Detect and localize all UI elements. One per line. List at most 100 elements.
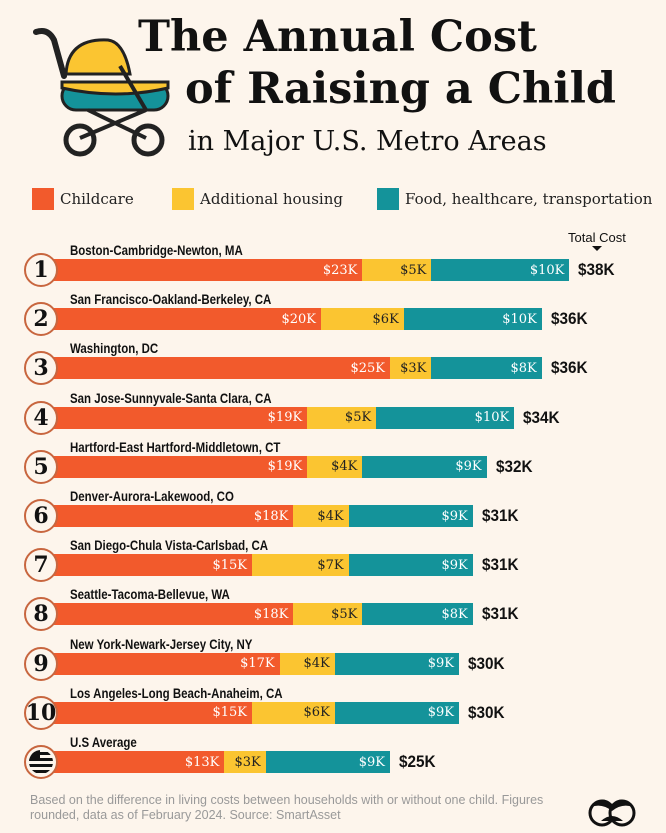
- row-label: U.S Average: [70, 735, 137, 750]
- bar-segment-childcare: $13K: [45, 751, 225, 773]
- segment-label: $9K: [441, 508, 468, 524]
- rank-badge: 1: [24, 253, 58, 287]
- bar-segment-childcare: $20K: [45, 308, 321, 331]
- row-label: Denver-Aurora-Lakewood, CO: [70, 489, 234, 504]
- us-flag-icon: [24, 745, 58, 779]
- segment-label: $15K: [212, 705, 247, 721]
- total-label: $31K: [481, 555, 519, 575]
- segment-label: $10K: [474, 410, 510, 426]
- total-label: $30K: [468, 653, 505, 673]
- total-label: $38K: [578, 260, 615, 279]
- row-label: Hartford-East Hartford-Middletown, CT: [70, 439, 281, 455]
- arrow-down-icon: [592, 246, 602, 251]
- legend-label: Additional housing: [200, 190, 343, 208]
- bar-segment-housing: $5K: [307, 406, 377, 429]
- segment-label: $8K: [510, 360, 537, 376]
- segment-label: $5K: [331, 606, 358, 622]
- bar-segment-childcare: $18K: [45, 505, 294, 527]
- legend-childcare: Childcare: [32, 188, 134, 210]
- bar-segment-childcare: $25K: [45, 357, 390, 380]
- row-label: Boston-Cambridge-Newton, MA: [70, 243, 243, 258]
- total-label: $32K: [495, 456, 533, 476]
- bar-segment-other: $9K: [348, 554, 473, 577]
- title-line-2: of Raising a Child: [185, 64, 616, 114]
- bar-segment-other: $8K: [431, 357, 542, 380]
- legend-swatch: [32, 188, 54, 210]
- bar-segment-other: $9K: [348, 505, 473, 527]
- segment-label: $4K: [303, 656, 330, 672]
- segment-label: $23K: [322, 262, 358, 278]
- row-label: Los Angeles-Long Beach-Anaheim, CA: [70, 685, 283, 701]
- row-label: San Diego-Chula Vista-Carlsbad, CA: [70, 538, 269, 554]
- segment-label: $3K: [400, 360, 427, 376]
- segment-label: $18K: [253, 606, 289, 622]
- segment-label: $13K: [184, 754, 220, 770]
- segment-label: $7K: [317, 557, 344, 573]
- rank-badge: 5: [24, 449, 58, 484]
- bar-segment-housing: $4K: [293, 505, 349, 527]
- rank-badge: 2: [24, 302, 58, 337]
- bar-segment-childcare: $17K: [45, 652, 280, 675]
- footer-note: Based on the difference in living costs …: [30, 793, 544, 822]
- bar-segment-other: $10K: [403, 308, 542, 331]
- bar-segment-childcare: $23K: [45, 259, 363, 281]
- segment-label: $18K: [253, 508, 289, 524]
- bar-segment-other: $9K: [334, 652, 459, 675]
- visual-capitalist-logo: [588, 799, 636, 827]
- segment-label: $9K: [441, 557, 468, 573]
- total-label: $30K: [468, 702, 505, 722]
- legend-swatch: [172, 188, 194, 210]
- segment-label: $9K: [455, 459, 482, 475]
- rank-badge: 8: [24, 597, 58, 632]
- segment-label: $5K: [344, 410, 372, 426]
- bar-segment-childcare: $19K: [45, 455, 308, 478]
- row-label: Seattle-Tacoma-Bellevue, WA: [70, 587, 230, 603]
- total-cost-header: Total Cost: [568, 230, 626, 245]
- bar-segment-other: $9K: [362, 455, 487, 478]
- segment-label: $6K: [303, 705, 330, 721]
- segment-label: $9K: [427, 656, 454, 672]
- bar-segment-childcare: $18K: [45, 603, 294, 626]
- rank-badge: 4: [24, 400, 58, 435]
- rank-badge: 9: [24, 646, 58, 681]
- bar-segment-housing: $4K: [307, 455, 363, 478]
- bar-segment-housing: $5K: [293, 603, 363, 626]
- bar-segment-other: $8K: [362, 603, 473, 626]
- bar-segment-housing: $6K: [252, 701, 335, 724]
- bar-segment-childcare: $15K: [45, 701, 252, 724]
- total-label: $25K: [399, 752, 436, 771]
- segment-label: $10K: [529, 262, 565, 278]
- total-label: $31K: [481, 506, 519, 525]
- bar-segment-housing: $7K: [252, 554, 349, 577]
- bar-segment-housing: $4K: [279, 652, 335, 675]
- bar-segment-childcare: $15K: [45, 554, 252, 577]
- legend-label: Childcare: [60, 190, 134, 208]
- legend-housing: Additional housing: [172, 188, 343, 210]
- rank-badge: 7: [24, 548, 58, 583]
- baby-stroller-icon: [33, 28, 170, 157]
- segment-label: $25K: [350, 360, 385, 376]
- bar-segment-housing: $3K: [390, 357, 432, 380]
- segment-label: $20K: [281, 311, 316, 327]
- title-line-1: The Annual Cost: [138, 12, 537, 62]
- legend-label: Food, healthcare, transportation: [405, 190, 653, 208]
- segment-label: $6K: [372, 311, 399, 327]
- segment-label: $17K: [240, 656, 275, 672]
- segment-label: $8K: [441, 606, 468, 622]
- bar-segment-other: $10K: [376, 406, 515, 429]
- row-label: San Francisco-Oakland-Berkeley, CA: [70, 292, 272, 308]
- bar-segment-other: $9K: [334, 701, 459, 724]
- bar-segment-childcare: $19K: [45, 406, 308, 429]
- segment-label: $4K: [331, 459, 358, 475]
- subtitle: in Major U.S. Metro Areas: [188, 126, 547, 157]
- segment-label: $19K: [267, 459, 303, 475]
- rank-badge: 6: [24, 499, 58, 533]
- row-label: New York-Newark-Jersey City, NY: [70, 636, 253, 652]
- total-label: $36K: [550, 358, 588, 378]
- bar-segment-other: $9K: [265, 751, 390, 773]
- total-label: $31K: [481, 604, 519, 624]
- rank-badge: 3: [24, 351, 58, 386]
- segment-label: $19K: [267, 410, 303, 426]
- total-label: $36K: [550, 309, 588, 329]
